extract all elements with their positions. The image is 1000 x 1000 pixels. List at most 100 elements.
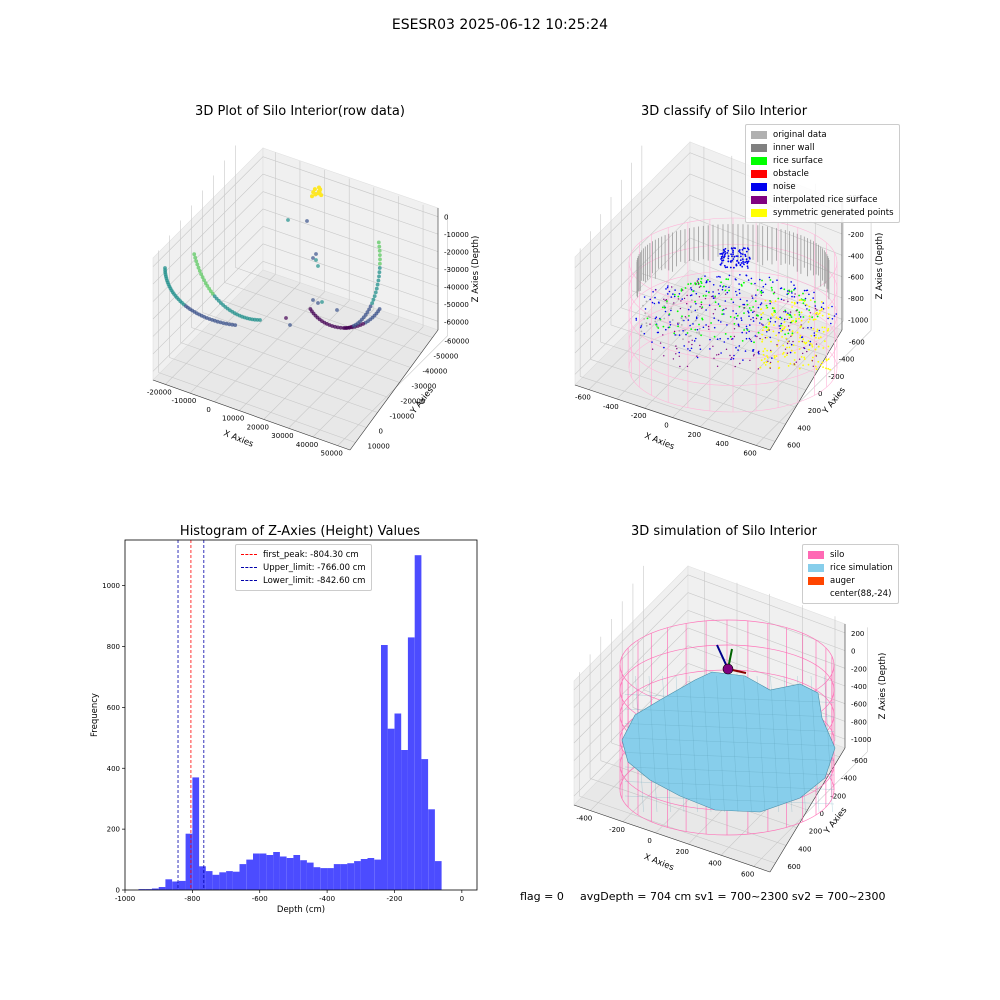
cls-interpolated-point: [695, 283, 698, 285]
cls-interpolated-point: [792, 340, 794, 343]
histogram-bar: [333, 864, 341, 890]
cls-noise-point: [717, 303, 720, 305]
cls-noise-point: [787, 312, 789, 315]
sim-auger-marker: [722, 663, 734, 675]
cls-noise-point: [712, 284, 715, 286]
cls-symmetric-point: [824, 340, 826, 343]
cls-y-tick-label: -200: [828, 373, 844, 381]
cls-interpolated-point: [793, 363, 796, 365]
raw-point: [373, 290, 378, 295]
raw-point: [377, 274, 381, 279]
cls-grid-y: [600, 341, 796, 408]
cls-noise-point: [640, 325, 643, 327]
cls-interpolated-point: [662, 334, 664, 336]
cls-noise-point: [749, 324, 751, 326]
cls-interpolated-point: [716, 365, 719, 367]
cls-noise-point: [670, 309, 672, 312]
cls-symmetric-point: [763, 361, 766, 364]
cls-noise-point: [690, 287, 692, 289]
cls-symmetric-point: [817, 345, 820, 348]
classify-legend: original data inner wall rice surface obsta…: [745, 124, 900, 223]
cls-symmetric-point: [823, 326, 826, 329]
cls-rice-surface-point: [736, 314, 739, 317]
cls-symmetric-point: [809, 299, 812, 301]
cls-rice-surface-point: [702, 295, 705, 297]
cls-noise-point: [780, 322, 783, 325]
raw-point: [308, 307, 313, 311]
cls-noise-point: [667, 285, 669, 287]
cls-interpolated-point: [701, 307, 703, 309]
cls-noise-point: [732, 310, 734, 312]
cls-rice-surface-point: [694, 282, 696, 284]
cls-symmetric-point: [803, 358, 806, 360]
cls-interpolated-point: [789, 311, 792, 313]
cls-symmetric-point: [789, 362, 792, 365]
cls-symmetric-point: [821, 326, 824, 329]
cls-noise-point: [764, 283, 767, 286]
cls-noise-point: [730, 358, 732, 361]
cls-symmetric-point: [816, 328, 819, 331]
cls-noise-point: [762, 291, 764, 294]
cls-noise-point: [658, 302, 660, 304]
cls-rice-surface-point: [753, 341, 755, 344]
cls-symmetric-point: [820, 309, 823, 311]
cls-rice-surface-point: [790, 316, 793, 318]
cls-rice-surface-point: [701, 317, 703, 320]
cls-noise-point: [709, 348, 711, 350]
cls-interpolated-point: [770, 349, 772, 352]
cls-noise-point: [732, 249, 734, 252]
cls-original-point: [641, 323, 643, 326]
cls-interpolated-point: [768, 329, 770, 331]
cls-rice-surface-point: [729, 316, 732, 318]
cls-noise-point: [741, 258, 744, 261]
cls-rice-surface-point: [743, 281, 745, 284]
cls-original-point: [698, 331, 700, 333]
cls-symmetric-point: [812, 356, 814, 359]
cls-noise-point: [696, 356, 699, 359]
histogram-legend: first_peak: -804.30 cm Upper_limit: -766.…: [235, 544, 372, 591]
raw-point: [370, 301, 374, 305]
cls-noise-point: [678, 293, 681, 295]
cls-symmetric-point: [781, 328, 784, 330]
cls-noise-point: [730, 253, 732, 256]
cls-noise-point: [738, 345, 741, 347]
raw-point: [319, 193, 324, 198]
cls-noise-point: [754, 335, 757, 337]
cls-interpolated-point: [755, 317, 758, 320]
cls-interpolated-point: [733, 335, 736, 338]
cls-rice-surface-point: [780, 317, 783, 320]
cls-symmetric-point: [761, 340, 763, 343]
simulation-plot-title: 3D simulation of Silo Interior: [631, 524, 817, 539]
cls-rice-surface-point: [692, 290, 695, 293]
cls-noise-point: [742, 303, 744, 306]
cls-noise-point: [752, 349, 755, 351]
cls-interpolated-point: [724, 293, 727, 295]
raw-grid-z: [152, 191, 439, 302]
cls-noise-point: [704, 275, 706, 277]
sim-rice-mesh-line: [702, 675, 712, 813]
raw-grid-x: [288, 317, 399, 429]
cls-noise-point: [833, 315, 836, 317]
sim-x-axis: [573, 804, 771, 873]
cls-noise-point: [774, 321, 777, 323]
raw-z-tick-label: -60000: [444, 318, 469, 326]
legend-label: center(88,-24): [830, 588, 892, 599]
raw-point: [377, 248, 382, 253]
cls-interpolated-point: [769, 367, 771, 369]
cls-y-tick-label: -600: [849, 339, 865, 347]
cls-noise-point: [736, 259, 739, 262]
cls-noise-point: [831, 318, 834, 320]
cls-rice-surface-point: [741, 340, 744, 342]
cls-noise-point: [654, 296, 656, 299]
cls-interpolated-point: [784, 348, 787, 350]
cls-rice-surface-point: [754, 300, 757, 303]
cls-symmetric-point: [764, 364, 767, 366]
cls-original-point: [694, 319, 697, 322]
cls-noise-point: [769, 336, 771, 339]
cls-symmetric-point: [820, 301, 823, 303]
cls-noise-point: [813, 332, 816, 334]
cls-rice-surface-point: [714, 295, 717, 298]
cls-rice-surface-point: [721, 309, 724, 312]
raw-grid-x: [337, 335, 448, 446]
cls-interpolated-point: [738, 325, 740, 328]
